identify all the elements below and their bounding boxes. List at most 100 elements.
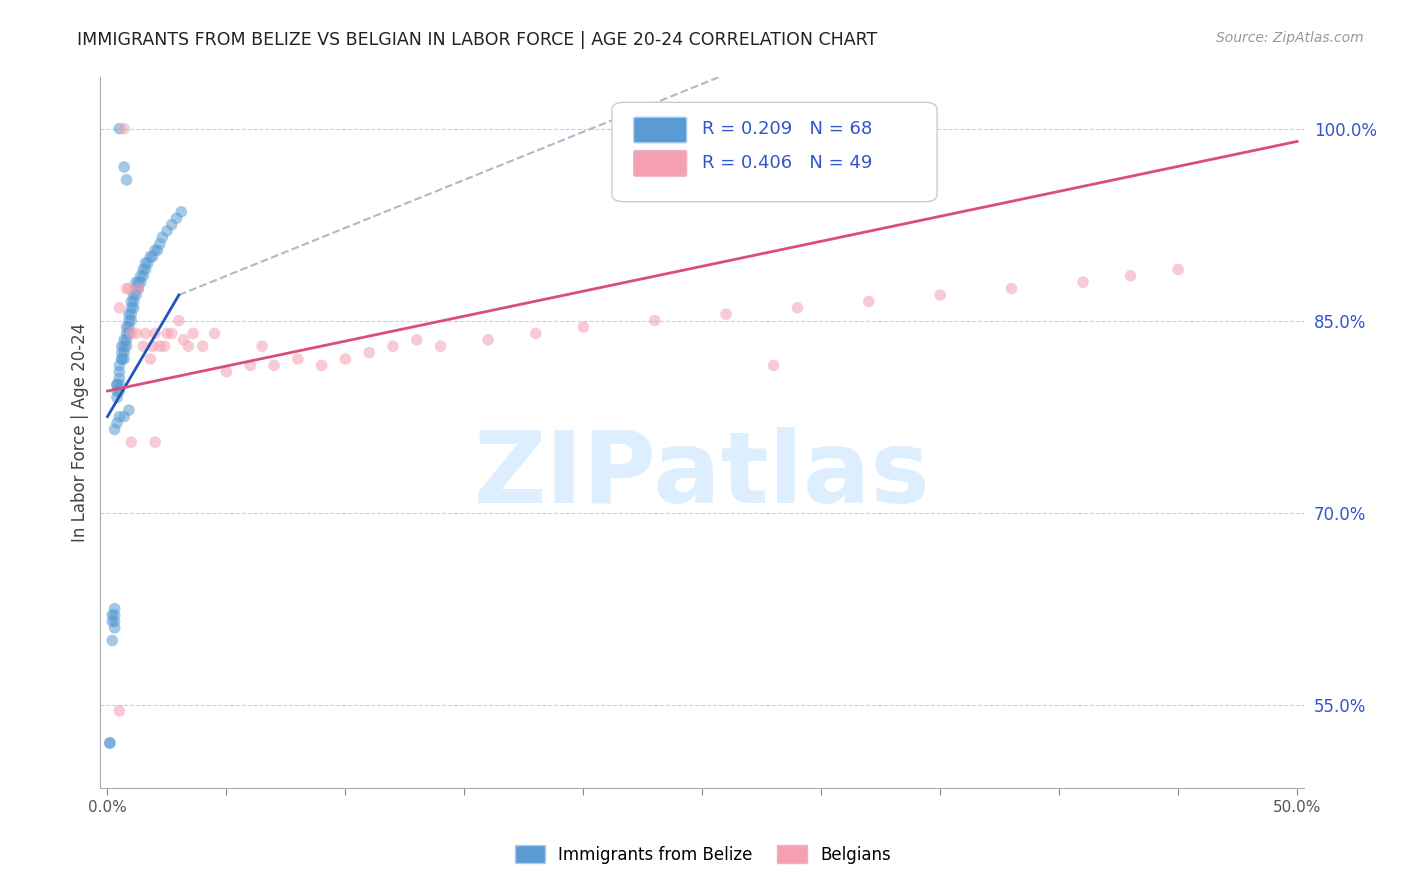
Y-axis label: In Labor Force | Age 20-24: In Labor Force | Age 20-24 <box>72 323 89 542</box>
Point <box>104 601 127 615</box>
Point <box>524 326 547 341</box>
Point <box>858 294 880 309</box>
Point <box>572 320 595 334</box>
Point <box>118 403 141 417</box>
Point <box>112 121 135 136</box>
Point <box>120 326 142 341</box>
Point <box>122 288 145 302</box>
Point <box>118 313 141 327</box>
Point <box>160 218 183 232</box>
Point <box>1119 268 1142 283</box>
Point <box>111 351 134 366</box>
Point <box>105 377 128 392</box>
Point <box>239 359 262 373</box>
Text: R = 0.406   N = 49: R = 0.406 N = 49 <box>702 153 873 171</box>
FancyBboxPatch shape <box>634 117 686 143</box>
Point <box>160 326 183 341</box>
Point <box>127 282 149 296</box>
Point <box>120 301 142 315</box>
Point <box>1167 262 1189 277</box>
Point <box>115 173 138 187</box>
Point <box>112 409 135 424</box>
Point <box>120 435 142 450</box>
Point <box>132 339 155 353</box>
FancyBboxPatch shape <box>634 151 686 177</box>
Point <box>120 294 142 309</box>
Point <box>108 121 131 136</box>
Point <box>101 633 124 648</box>
Point <box>135 256 157 270</box>
Point <box>477 333 499 347</box>
Point <box>139 351 162 366</box>
Point <box>105 416 128 430</box>
Point <box>112 160 135 174</box>
Point <box>714 307 737 321</box>
FancyBboxPatch shape <box>612 103 936 202</box>
Point <box>762 359 785 373</box>
Point <box>167 313 190 327</box>
Point <box>125 275 148 289</box>
Point <box>105 391 128 405</box>
Point <box>125 326 148 341</box>
Point <box>1000 282 1022 296</box>
Point <box>149 339 172 353</box>
Point <box>115 339 138 353</box>
Point <box>382 339 405 353</box>
Point <box>150 230 173 244</box>
Point <box>215 365 238 379</box>
Point <box>115 326 138 341</box>
Point <box>156 326 179 341</box>
Point <box>142 250 165 264</box>
Point <box>108 384 131 398</box>
Point <box>250 339 273 353</box>
Point <box>122 294 145 309</box>
Point <box>177 339 200 353</box>
Point <box>287 351 309 366</box>
Point <box>359 345 381 359</box>
Point <box>115 320 138 334</box>
Point <box>142 339 165 353</box>
Point <box>98 736 121 750</box>
Point <box>104 615 127 629</box>
Point <box>108 365 131 379</box>
Point <box>405 333 427 347</box>
Point <box>108 409 131 424</box>
Point <box>127 282 149 296</box>
Point <box>108 301 131 315</box>
Point <box>127 275 149 289</box>
Point <box>104 621 127 635</box>
Point <box>115 333 138 347</box>
Point <box>105 384 128 398</box>
Point <box>181 326 204 341</box>
Text: Source: ZipAtlas.com: Source: ZipAtlas.com <box>1216 31 1364 45</box>
Point <box>104 607 127 622</box>
Point <box>149 236 172 251</box>
Point <box>112 345 135 359</box>
Point <box>173 333 195 347</box>
Point <box>929 288 952 302</box>
Point <box>335 351 357 366</box>
Point <box>125 288 148 302</box>
Text: IMMIGRANTS FROM BELIZE VS BELGIAN IN LABOR FORCE | AGE 20-24 CORRELATION CHART: IMMIGRANTS FROM BELIZE VS BELGIAN IN LAB… <box>77 31 877 49</box>
Point <box>146 244 169 258</box>
Point <box>786 301 808 315</box>
Point <box>112 339 135 353</box>
Point <box>98 736 121 750</box>
Point <box>156 224 179 238</box>
Point <box>112 351 135 366</box>
Point <box>108 359 131 373</box>
Point <box>111 351 134 366</box>
Point <box>135 326 157 341</box>
Point <box>101 607 124 622</box>
Point <box>263 359 285 373</box>
Point <box>204 326 226 341</box>
Point <box>118 320 141 334</box>
Point <box>115 282 138 296</box>
Point <box>105 377 128 392</box>
Point <box>311 359 333 373</box>
Point <box>170 204 193 219</box>
Point <box>104 422 127 436</box>
Point <box>143 435 166 450</box>
Point <box>101 615 124 629</box>
Text: R = 0.209   N = 68: R = 0.209 N = 68 <box>702 120 873 138</box>
